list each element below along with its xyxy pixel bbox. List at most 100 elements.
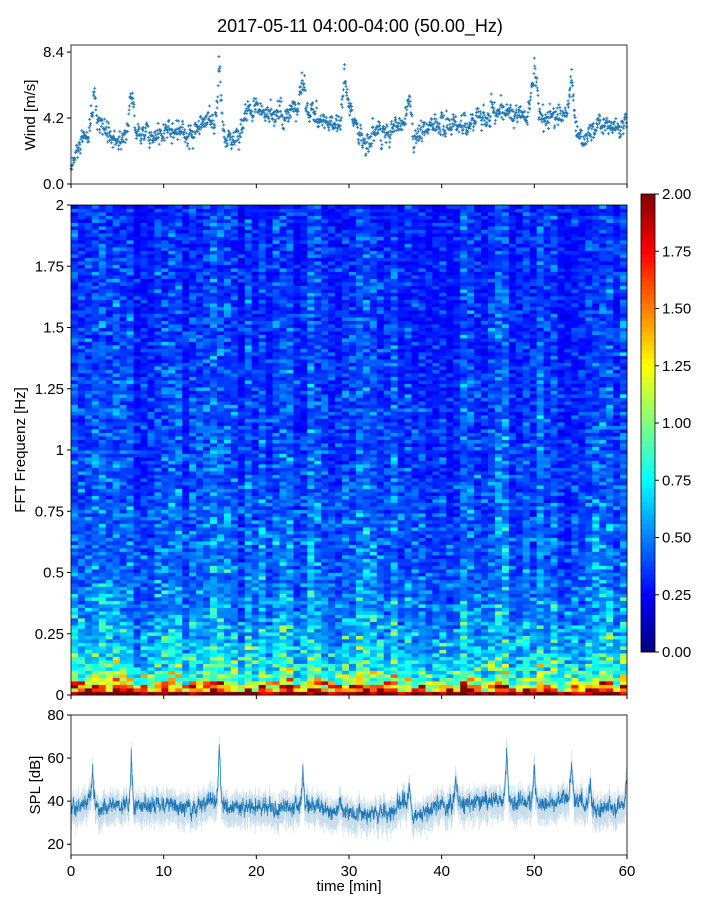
spectrogram-cell (106, 650, 113, 654)
spectrogram-cell (537, 587, 544, 591)
wind-point (300, 71, 303, 74)
spectrogram-cell (134, 569, 141, 573)
spectrogram-cell (154, 688, 161, 692)
spectrogram-cell (544, 587, 551, 591)
spectrogram-cell (154, 685, 161, 689)
spectrogram-cell (405, 615, 412, 619)
spectrogram-cell (620, 657, 627, 661)
spectrogram-cell (620, 587, 627, 591)
wind-point (197, 120, 200, 123)
spectrogram-cell (196, 674, 203, 678)
spectrogram-cell (370, 646, 377, 650)
spectrogram-cell (154, 604, 161, 608)
spectrogram-cell (175, 559, 182, 563)
spectrogram-cell (259, 685, 266, 689)
spectrogram-cell (266, 671, 273, 675)
spectrogram-cell (154, 681, 161, 685)
spectrogram-cell (620, 601, 627, 605)
spectrogram-cell (488, 632, 495, 636)
spectrogram-cell (578, 611, 585, 615)
spectrogram-cell (558, 548, 565, 552)
spectrogram-cell (613, 674, 620, 678)
spectrogram-cell (71, 548, 78, 552)
spectrogram-cell (488, 552, 495, 556)
spectrogram-cell (161, 643, 168, 647)
spectrogram-cell (481, 664, 488, 668)
spectrogram-cell (71, 566, 78, 570)
spectrogram-cell (488, 685, 495, 689)
spectrogram-cell (578, 576, 585, 580)
spectrogram-cell (613, 562, 620, 566)
spectrogram-cell (175, 587, 182, 591)
spectrogram-cell (439, 590, 446, 594)
spectrogram-cell (571, 615, 578, 619)
spectrogram-cell (99, 569, 106, 573)
wind-point (188, 147, 191, 150)
spectrogram-cell (391, 590, 398, 594)
spectrogram-cell (203, 611, 210, 615)
wind-point (306, 102, 309, 105)
spectrogram-cell (398, 632, 405, 636)
spectrogram-cell (78, 580, 85, 584)
wind-point (147, 136, 150, 139)
spectrogram-cell (147, 636, 154, 640)
spectrogram-cell (217, 555, 224, 559)
spectrogram-cell (154, 548, 161, 552)
wind-point (450, 133, 453, 136)
spectrogram-cell (606, 646, 613, 650)
spectrogram-cell (245, 667, 252, 671)
spectrogram-cell (113, 541, 120, 545)
spectrogram-cell (168, 576, 175, 580)
spectrogram-cell (161, 671, 168, 675)
spectrogram-cell (412, 681, 419, 685)
wind-point (559, 112, 562, 115)
spectrogram-cell (141, 664, 148, 668)
spectrogram-cell (488, 566, 495, 570)
spectrogram-cell (147, 594, 154, 598)
spectrogram-cell (314, 639, 321, 643)
spectrogram-cell (300, 559, 307, 563)
spectrogram-cell (613, 636, 620, 640)
spectrogram-cell (217, 590, 224, 594)
spectrogram-cell (446, 678, 453, 682)
spectrogram-cell (363, 597, 370, 601)
spectrogram-cell (78, 566, 85, 570)
spectrogram-cell (502, 650, 509, 654)
spectrogram-cell (307, 653, 314, 657)
spectrogram-cell (523, 664, 530, 668)
spectrogram-cell (349, 657, 356, 661)
spectrogram-cell (398, 555, 405, 559)
spectrogram-cell (481, 667, 488, 671)
spectrogram-cell (592, 671, 599, 675)
spectrogram-cell (85, 566, 92, 570)
spectrogram-cell (78, 555, 85, 559)
spectrogram-cell (85, 604, 92, 608)
spectrogram-cell (273, 681, 280, 685)
wind-point (361, 146, 364, 149)
spectrogram-cell (328, 573, 335, 577)
spectrogram-cell (419, 594, 426, 598)
spectrogram-cell (363, 688, 370, 692)
spectrogram-cell (551, 587, 558, 591)
spectrogram-cell (488, 625, 495, 629)
spectrogram-cell (599, 608, 606, 612)
spectrogram-cell (286, 646, 293, 650)
spectrogram-cell (189, 653, 196, 657)
spectrogram-cell (78, 545, 85, 549)
spectrogram-cell (571, 632, 578, 636)
wind-point (414, 129, 417, 132)
wind-point (571, 84, 574, 87)
spectrogram-cell (349, 688, 356, 692)
spectrogram-cell (495, 604, 502, 608)
spectrogram-cell (502, 559, 509, 563)
spectrogram-cell (460, 576, 467, 580)
spectrogram-cell (467, 685, 474, 689)
spectrogram-cell (78, 622, 85, 626)
spectrogram-cell (85, 643, 92, 647)
spectrogram-cell (161, 685, 168, 689)
spectrogram-cell (106, 643, 113, 647)
spectrogram-cell (92, 590, 99, 594)
wind-point (379, 139, 382, 142)
wind-point (208, 104, 211, 107)
spectrogram-cell (286, 667, 293, 671)
